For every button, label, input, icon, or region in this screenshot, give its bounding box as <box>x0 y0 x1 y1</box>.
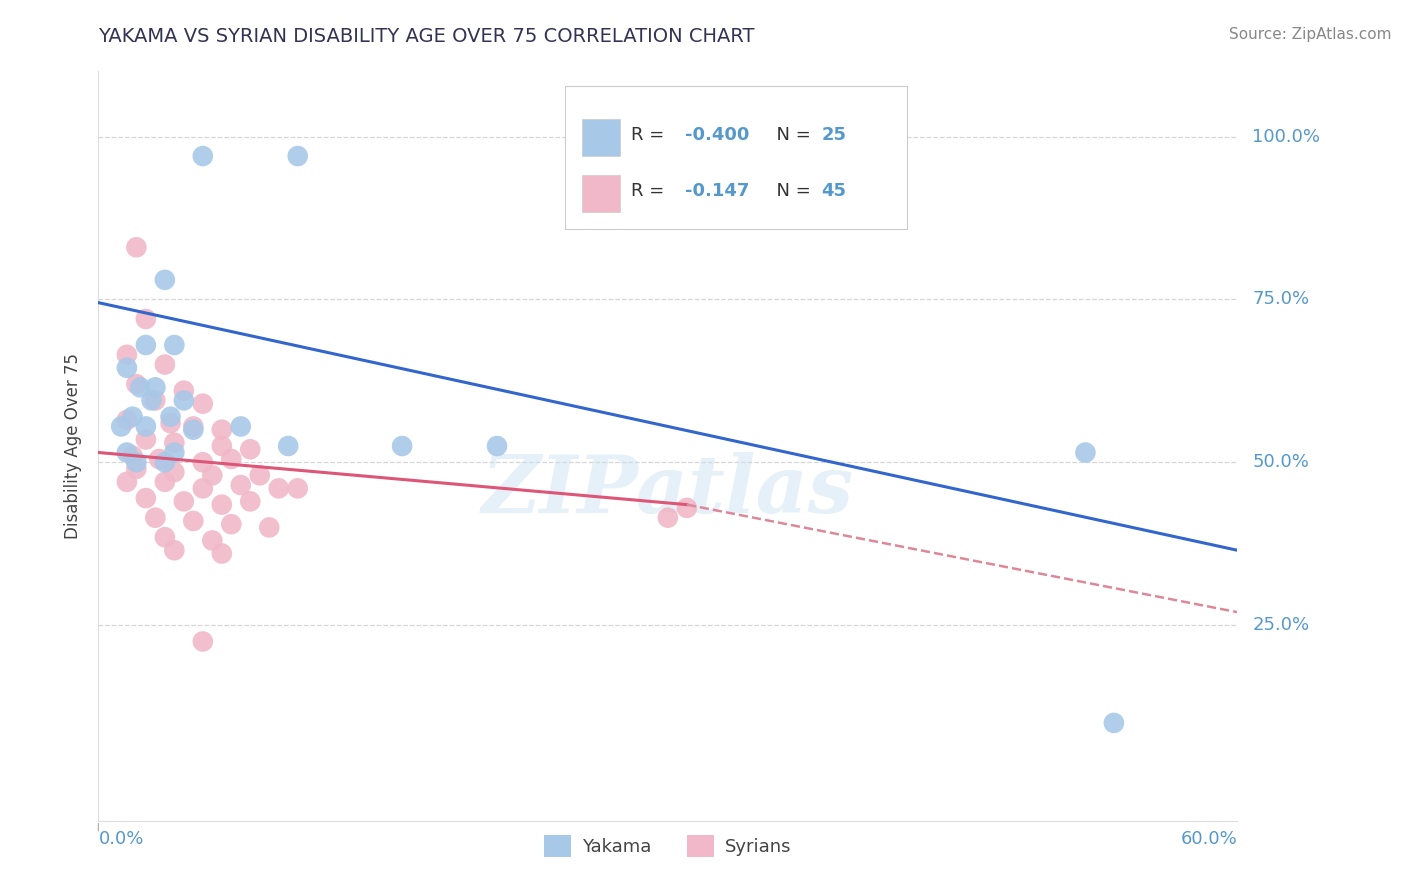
Text: 25: 25 <box>821 126 846 144</box>
Point <box>211 423 233 437</box>
Point <box>287 149 309 163</box>
Point <box>229 419 252 434</box>
Point <box>121 409 143 424</box>
Point <box>125 240 148 254</box>
FancyBboxPatch shape <box>582 175 620 212</box>
Point <box>191 634 214 648</box>
FancyBboxPatch shape <box>582 119 620 156</box>
Point <box>391 439 413 453</box>
Point <box>173 384 195 398</box>
Point <box>191 397 214 411</box>
Point <box>125 455 148 469</box>
Text: YAKAMA VS SYRIAN DISABILITY AGE OVER 75 CORRELATION CHART: YAKAMA VS SYRIAN DISABILITY AGE OVER 75 … <box>98 27 755 45</box>
Point <box>163 465 186 479</box>
Point <box>141 393 163 408</box>
Point <box>1102 715 1125 730</box>
Point <box>259 520 281 534</box>
Point <box>148 452 170 467</box>
FancyBboxPatch shape <box>565 87 907 228</box>
Text: Source: ZipAtlas.com: Source: ZipAtlas.com <box>1229 27 1392 42</box>
Text: 100.0%: 100.0% <box>1253 128 1320 145</box>
Point <box>115 360 138 375</box>
Point <box>115 475 138 489</box>
Point <box>153 455 176 469</box>
Point <box>163 445 186 459</box>
Point <box>201 468 224 483</box>
Point <box>125 462 148 476</box>
Point <box>135 433 157 447</box>
Point <box>159 409 181 424</box>
Point <box>115 348 138 362</box>
Point <box>163 543 186 558</box>
Point <box>183 419 205 434</box>
Point <box>129 380 152 394</box>
Point <box>173 494 195 508</box>
Point <box>145 380 167 394</box>
Point <box>135 338 157 352</box>
Point <box>239 494 262 508</box>
Point <box>135 491 157 505</box>
Text: 0.0%: 0.0% <box>98 830 143 848</box>
Point <box>249 468 271 483</box>
Y-axis label: Disability Age Over 75: Disability Age Over 75 <box>65 353 83 539</box>
Point <box>657 510 679 524</box>
Point <box>153 273 176 287</box>
Point <box>287 481 309 495</box>
Point <box>191 481 214 495</box>
Point <box>183 423 205 437</box>
Point <box>163 435 186 450</box>
Point <box>191 149 214 163</box>
Point <box>211 439 233 453</box>
Point <box>221 517 243 532</box>
Point <box>163 338 186 352</box>
Text: 75.0%: 75.0% <box>1253 291 1309 309</box>
Point <box>183 514 205 528</box>
Text: -0.147: -0.147 <box>685 182 749 200</box>
Text: 60.0%: 60.0% <box>1181 830 1237 848</box>
Point <box>159 416 181 430</box>
Point <box>173 393 195 408</box>
Point <box>239 442 262 457</box>
Text: R =: R = <box>631 126 671 144</box>
Point <box>153 475 176 489</box>
Point <box>211 547 233 561</box>
Point <box>221 452 243 467</box>
Point <box>153 358 176 372</box>
Point <box>115 445 138 459</box>
Text: 45: 45 <box>821 182 846 200</box>
Point <box>277 439 299 453</box>
Text: N =: N = <box>765 126 815 144</box>
Point <box>121 449 143 463</box>
Point <box>115 413 138 427</box>
Point <box>267 481 290 495</box>
Point <box>135 419 157 434</box>
Text: 25.0%: 25.0% <box>1253 616 1309 634</box>
Point <box>110 419 132 434</box>
Point <box>676 500 699 515</box>
Point <box>125 377 148 392</box>
Point <box>153 530 176 544</box>
Text: N =: N = <box>765 182 815 200</box>
Point <box>135 312 157 326</box>
Text: ZIPatlas: ZIPatlas <box>482 452 853 530</box>
Point <box>145 510 167 524</box>
Text: R =: R = <box>631 182 676 200</box>
Text: -0.400: -0.400 <box>685 126 749 144</box>
Point <box>486 439 509 453</box>
Point <box>1074 445 1097 459</box>
Point <box>191 455 214 469</box>
Point <box>211 498 233 512</box>
Legend: Yakama, Syrians: Yakama, Syrians <box>537 828 799 864</box>
Point <box>201 533 224 548</box>
Text: 50.0%: 50.0% <box>1253 453 1309 471</box>
Point <box>145 393 167 408</box>
Point <box>229 478 252 492</box>
